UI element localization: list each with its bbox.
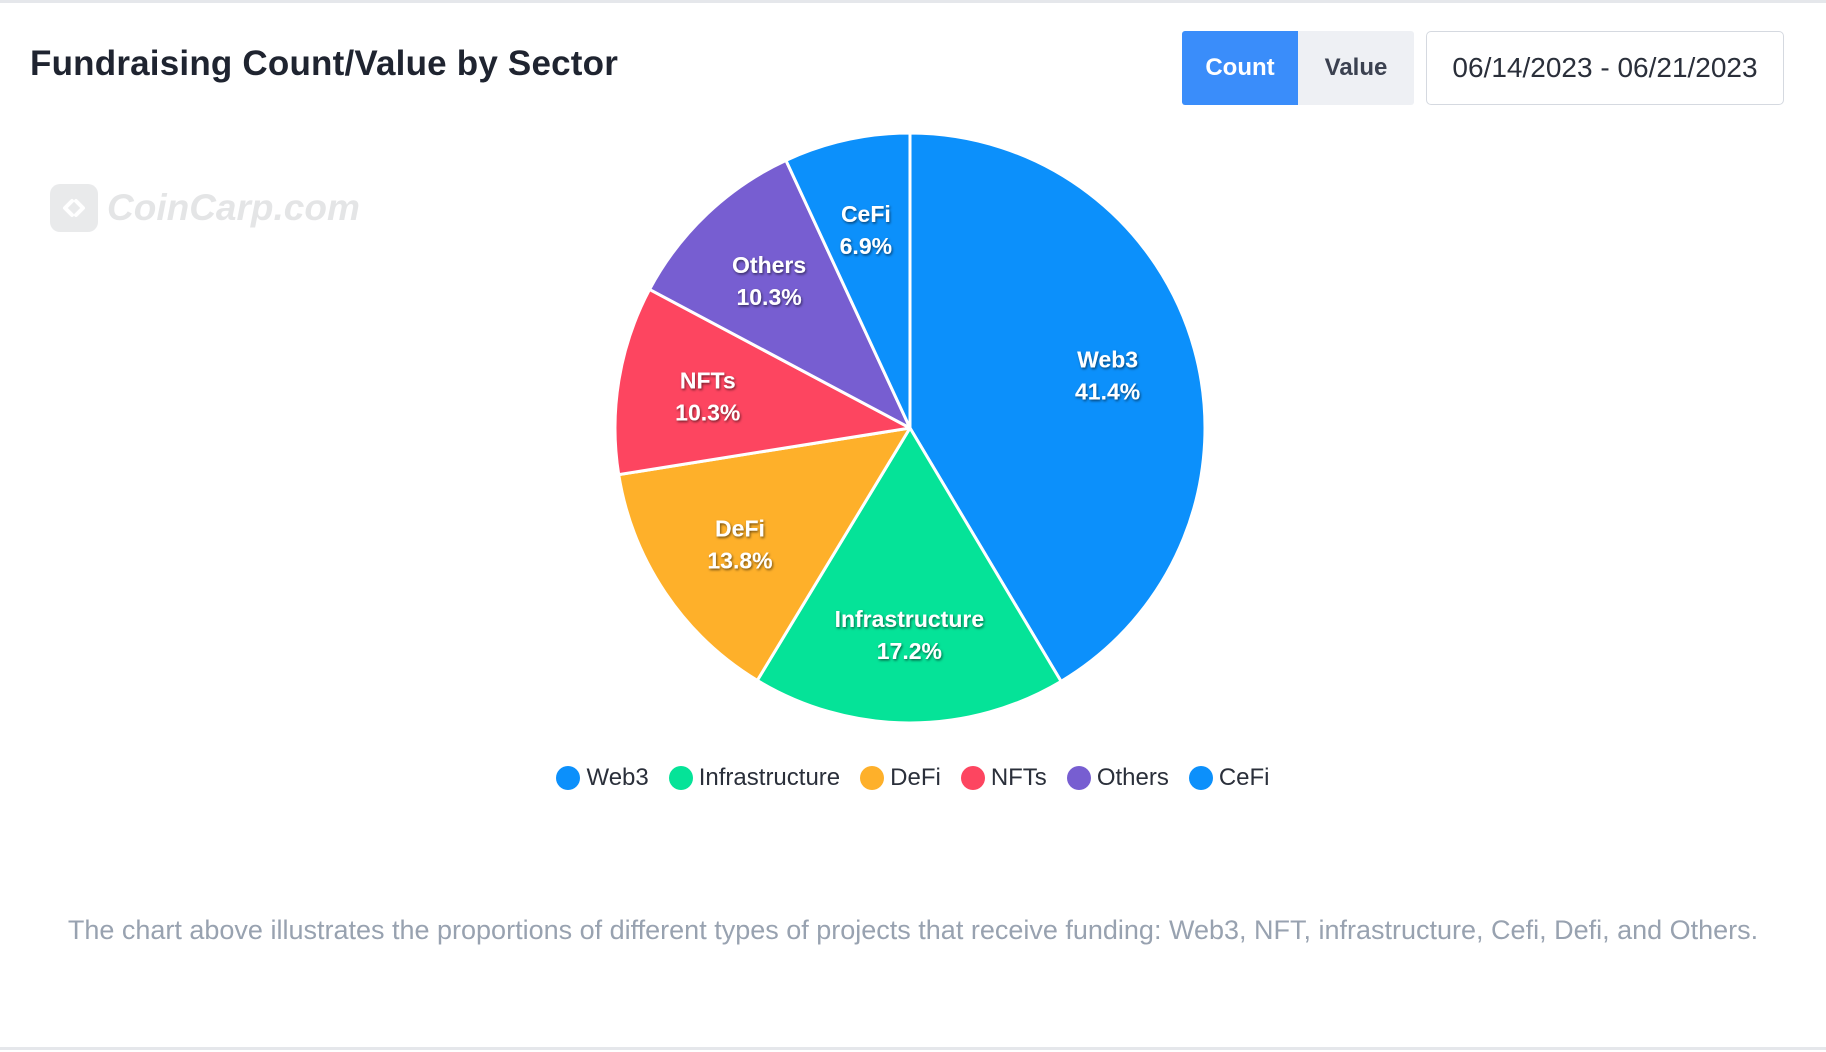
- date-range-picker[interactable]: 06/14/2023 - 06/21/2023: [1426, 31, 1784, 105]
- legend-item-cefi[interactable]: CeFi: [1188, 764, 1270, 792]
- legend-dot: [960, 766, 985, 790]
- slice-percent-others: 10.3%: [736, 284, 801, 310]
- bottom-divider: [0, 1047, 1826, 1050]
- legend-item-infrastructure[interactable]: Infrastructure: [668, 764, 841, 792]
- legend-label: NFTs: [990, 764, 1047, 791]
- slice-label-infrastructure: Infrastructure: [835, 606, 985, 632]
- slice-label-defi: DeFi: [715, 516, 765, 542]
- slice-percent-infrastructure: 17.2%: [877, 638, 942, 664]
- slice-label-cefi: CeFi: [841, 201, 891, 227]
- count-value-toggle: Count Value: [1182, 31, 1414, 105]
- legend-dot: [860, 766, 885, 790]
- watermark-text: CoinCarp.com: [107, 187, 360, 228]
- legend-dot: [556, 766, 581, 790]
- legend-item-nfts[interactable]: NFTs: [960, 764, 1047, 792]
- slice-percent-cefi: 6.9%: [840, 233, 892, 259]
- slice-label-others: Others: [732, 252, 806, 278]
- legend-dot: [1188, 766, 1213, 790]
- legend-label: Others: [1096, 764, 1169, 791]
- legend-item-others[interactable]: Others: [1066, 764, 1169, 792]
- slice-label-nfts: NFTs: [680, 367, 736, 393]
- slice-percent-web3: 41.4%: [1075, 379, 1140, 405]
- chart-caption: The chart above illustrates the proporti…: [67, 915, 1759, 945]
- legend-label: DeFi: [890, 764, 941, 791]
- pie-slice-nfts[interactable]: [613, 287, 912, 477]
- slice-percent-defi: 13.8%: [707, 548, 772, 574]
- legend-dot: [1066, 766, 1091, 790]
- value-button[interactable]: Value: [1298, 31, 1414, 105]
- pie-slice-infrastructure[interactable]: [755, 426, 1063, 725]
- pie-slice-cefi[interactable]: [784, 131, 912, 430]
- legend-item-web3[interactable]: Web3: [556, 764, 649, 792]
- count-button[interactable]: Count: [1182, 31, 1298, 105]
- top-divider: [0, 0, 1826, 3]
- pie-slice-defi[interactable]: [617, 426, 912, 682]
- slice-percent-nfts: 10.3%: [675, 399, 740, 425]
- watermark: CoinCarp.com: [50, 183, 360, 233]
- pie-slice-others[interactable]: [648, 158, 912, 430]
- legend-label: Web3: [586, 764, 649, 791]
- legend-dot: [668, 766, 693, 790]
- legend-item-defi[interactable]: DeFi: [860, 764, 941, 792]
- pie-slice-web3[interactable]: [908, 131, 1207, 683]
- chart-title: Fundraising Count/Value by Sector: [30, 44, 619, 83]
- coincarp-logo-icon: [50, 184, 98, 232]
- chart-legend: Web3 Infrastructure DeFi NFTs Others CeF…: [0, 764, 1826, 792]
- slice-label-web3: Web3: [1077, 347, 1138, 373]
- legend-label: CeFi: [1218, 764, 1270, 791]
- legend-label: Infrastructure: [698, 764, 841, 791]
